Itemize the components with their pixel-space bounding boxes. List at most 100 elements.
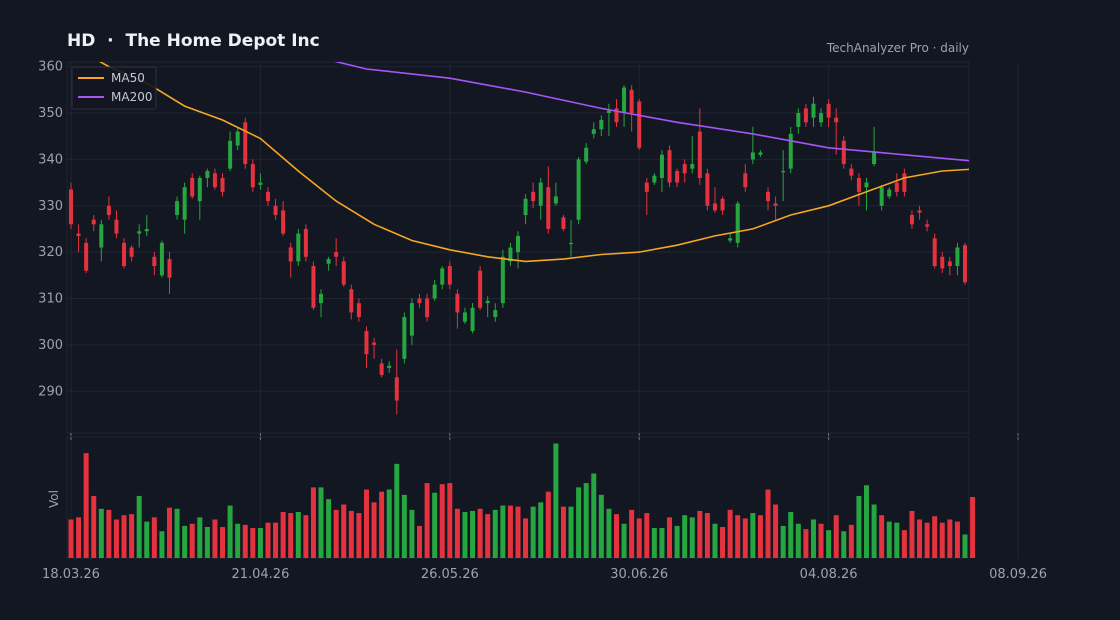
volume-bar	[697, 510, 703, 558]
candle-body	[569, 242, 574, 245]
candle-body	[622, 87, 627, 114]
volume-bar	[500, 505, 506, 558]
volume-bar	[295, 511, 301, 558]
candle-body	[273, 205, 278, 216]
candle-body	[500, 256, 505, 304]
volume-bar	[629, 509, 635, 558]
volume-bar	[613, 514, 619, 558]
volume-bar	[182, 525, 188, 558]
candle	[205, 168, 210, 188]
candle	[856, 173, 861, 206]
x-axis-tick-labels: 18.03.26 21.04.26 26.05.26 30.06.26 04.08.26…	[42, 567, 1047, 582]
candle-body	[614, 108, 619, 123]
candle	[811, 96, 816, 127]
candle	[417, 293, 422, 308]
candle-body	[584, 147, 589, 162]
candle	[334, 238, 339, 267]
volume-bar	[371, 502, 377, 558]
volume-bar	[954, 521, 960, 558]
volume-bar	[379, 491, 385, 558]
volume-bar	[136, 495, 142, 558]
volume-bar	[220, 526, 226, 558]
candle-body	[470, 307, 475, 331]
candle	[129, 245, 134, 262]
y-tick-label: 300	[38, 338, 63, 353]
volume-bar	[667, 517, 673, 558]
candle	[735, 201, 740, 248]
y-tick-label: 340	[38, 152, 63, 167]
volume-bar	[303, 515, 309, 558]
candle	[516, 231, 520, 269]
candle	[796, 108, 801, 134]
volume-bar	[568, 506, 574, 558]
candle	[228, 131, 233, 171]
candle	[803, 103, 808, 127]
volume-bar	[682, 515, 688, 558]
candle	[606, 103, 611, 137]
candle	[553, 182, 558, 206]
candle	[281, 201, 286, 236]
volume-bar	[106, 509, 112, 558]
volume-bar	[250, 528, 256, 558]
candle-body	[462, 312, 467, 322]
candle	[591, 122, 596, 139]
volume-bar	[939, 522, 945, 558]
candle-body	[175, 201, 180, 216]
candle-body	[84, 242, 89, 271]
x-tick-label: 21.04.26	[231, 567, 289, 582]
candle-body	[265, 191, 270, 202]
volume-bar	[530, 506, 536, 558]
volume-bar	[91, 495, 97, 558]
candle-body	[394, 377, 399, 401]
candle-body	[637, 101, 642, 148]
candle	[584, 143, 589, 165]
candle-body	[781, 170, 786, 173]
candle	[629, 85, 634, 132]
candle-body	[478, 270, 483, 308]
volume-bar	[477, 508, 483, 558]
candle-body	[682, 164, 687, 174]
candle-body	[326, 259, 331, 264]
candle-body	[447, 266, 452, 285]
candle-body	[750, 152, 755, 160]
candle-body	[311, 266, 316, 308]
ma50-line	[98, 62, 969, 263]
volume-bar	[356, 513, 362, 558]
candle-body	[516, 235, 520, 253]
candle-body	[887, 189, 892, 197]
candle	[917, 205, 922, 220]
candle-body	[788, 133, 793, 169]
candle-body	[440, 268, 445, 285]
candle	[955, 242, 960, 276]
candle	[440, 266, 445, 290]
candle-body	[432, 284, 437, 299]
candle	[834, 108, 839, 155]
candle-body	[925, 224, 930, 227]
candle	[167, 252, 172, 294]
volume-bar	[720, 526, 726, 558]
volume-bar	[970, 497, 976, 558]
candle	[250, 159, 255, 192]
volume-bar	[757, 515, 763, 558]
volume-bar	[894, 522, 900, 558]
candle-body	[561, 217, 566, 229]
candle	[296, 228, 301, 267]
candle	[697, 108, 702, 185]
volume-bar	[439, 484, 445, 558]
x-tick-label: 30.06.26	[610, 567, 668, 582]
volume-bar	[909, 510, 915, 558]
volume-bar	[788, 511, 794, 558]
candle	[144, 215, 149, 236]
candle-body	[652, 175, 657, 183]
volume-bar	[257, 528, 263, 558]
candle-body	[303, 228, 308, 257]
candle-body	[243, 122, 248, 165]
candle	[652, 173, 657, 185]
candle-body	[137, 231, 142, 234]
volume-bar	[583, 483, 589, 558]
volume-bar	[773, 504, 779, 558]
candle	[364, 326, 369, 369]
candle-body	[963, 245, 967, 283]
candle	[879, 184, 884, 211]
volume-bar	[485, 514, 491, 558]
